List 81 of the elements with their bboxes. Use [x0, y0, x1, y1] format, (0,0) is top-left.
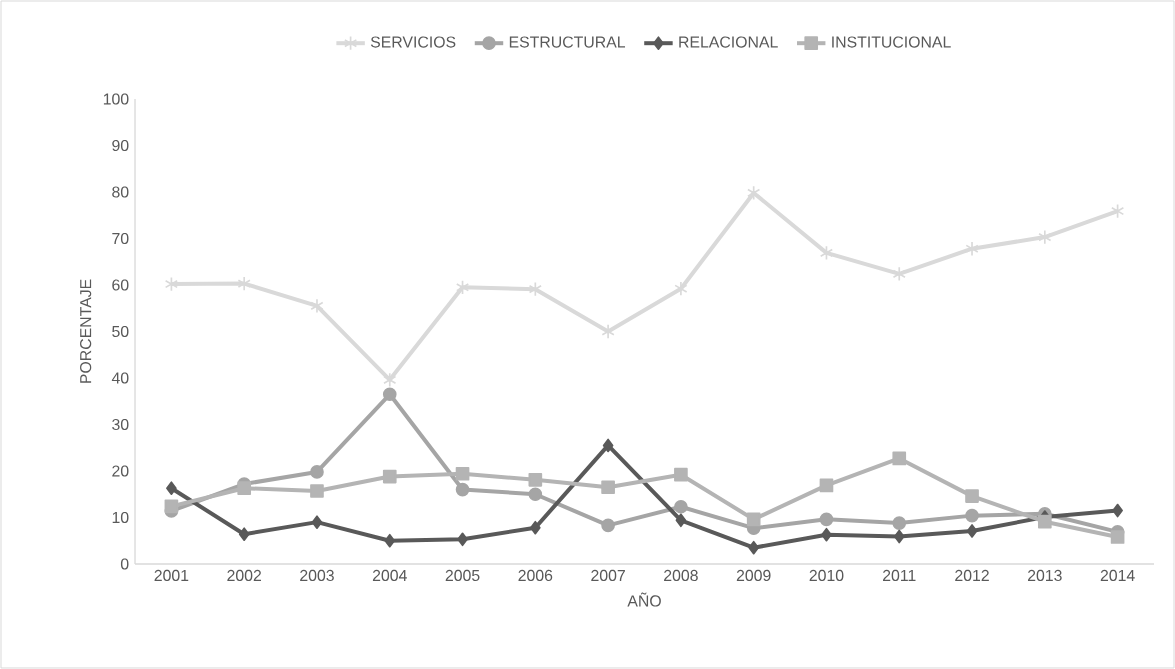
point [164, 276, 179, 292]
point [748, 540, 760, 555]
point [965, 241, 979, 257]
point [383, 372, 397, 388]
y-tick-label: 10 [112, 511, 129, 524]
point [674, 281, 688, 297]
x-tick-label: 2004 [372, 569, 407, 582]
point [747, 185, 761, 201]
point [237, 481, 252, 496]
point [965, 508, 979, 523]
point [819, 478, 834, 493]
x-tick-label: 2009 [736, 569, 771, 582]
point [674, 467, 688, 482]
y-tick-label: 20 [112, 465, 129, 477]
x-tick-label: 2001 [154, 569, 189, 582]
point [601, 480, 615, 495]
point [310, 484, 324, 498]
x-tick-label: 2006 [518, 569, 553, 582]
point [746, 512, 761, 527]
point [893, 529, 905, 544]
y-tick-label: 100 [103, 93, 129, 105]
point [601, 323, 615, 339]
point [821, 527, 832, 542]
point [1037, 514, 1052, 529]
point [164, 499, 179, 514]
point [675, 513, 687, 528]
y-axis-title: PORCENTAJE [80, 279, 92, 383]
point [455, 279, 470, 295]
point [310, 298, 324, 314]
y-tick-label: 0 [120, 558, 129, 570]
point [528, 487, 543, 502]
point [528, 281, 542, 297]
point [892, 516, 907, 530]
point [965, 489, 979, 503]
x-tick-label: 2012 [955, 569, 989, 582]
x-tick-label: 2008 [664, 569, 698, 582]
point [819, 245, 834, 261]
y-tick-label: 90 [112, 139, 129, 152]
point [457, 532, 468, 547]
point [819, 512, 834, 527]
y-tick-label: 30 [112, 418, 129, 431]
point [384, 533, 396, 548]
point [892, 266, 906, 282]
legend-label: SERVICIOS [370, 36, 456, 48]
x-tick-label: 2010 [809, 569, 844, 582]
y-tick-label: 60 [112, 279, 129, 291]
point [311, 515, 323, 529]
point [237, 276, 251, 292]
point [382, 387, 397, 402]
point [892, 451, 907, 466]
legend-label: RELACIONAL [679, 36, 778, 48]
point [601, 518, 615, 533]
x-axis-title: AÑO [627, 592, 661, 607]
y-tick-label: 80 [112, 186, 129, 198]
point [602, 438, 614, 453]
point [529, 520, 541, 535]
x-tick-label: 2011 [883, 569, 916, 582]
y-tick-label: 40 [111, 372, 129, 384]
legend-label: INSTITUCIONAL [832, 36, 951, 48]
point [310, 465, 324, 479]
point [528, 472, 543, 487]
point [238, 527, 250, 542]
x-tick-label: 2002 [227, 569, 262, 582]
point [674, 499, 688, 514]
x-tick-label: 2014 [1100, 569, 1135, 582]
point [166, 481, 177, 496]
point [1038, 229, 1052, 245]
point [966, 524, 978, 538]
y-tick-label: 50 [112, 325, 129, 338]
x-tick-label: 2005 [445, 569, 480, 582]
point [382, 469, 397, 484]
point [455, 482, 470, 497]
x-tick-label: 2007 [591, 569, 625, 582]
y-tick-label: 70 [112, 232, 129, 245]
point [455, 466, 470, 481]
point [1112, 503, 1123, 518]
legend-label: ESTRUCTURAL [509, 36, 626, 48]
x-tick-label: 2013 [1027, 569, 1062, 582]
point [1110, 203, 1125, 219]
point [1110, 530, 1125, 544]
x-tick-label: 2003 [300, 569, 334, 582]
